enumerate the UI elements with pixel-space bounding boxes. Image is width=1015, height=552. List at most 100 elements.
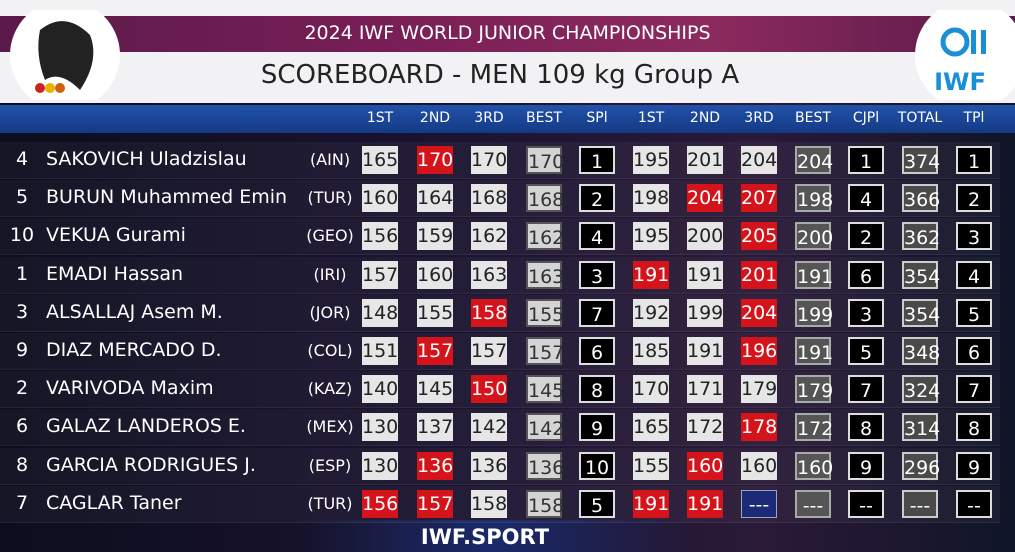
column-header: 1ST [637,110,665,126]
athlete-name: EMADI Hassan [46,262,184,285]
score-cell: 204 [687,184,723,213]
athlete-name: ALSALLAJ Asem M. [46,300,223,323]
score-cell: 162 [471,222,507,251]
score-cell: 2 [848,222,884,251]
event-strip [0,16,1015,52]
score-cell: 160 [687,451,723,480]
score-cell: 158 [526,489,564,518]
score-cell: 163 [471,260,507,289]
score-cell: 8 [956,413,992,442]
score-cell: 6 [956,337,992,365]
score-cell: -- [848,489,884,518]
score-cell: 207 [741,184,777,213]
score-cell: 10 [579,451,615,480]
score-cell: 157 [471,337,507,365]
score-cell: 204 [795,146,833,174]
score-cell: 157 [362,260,398,289]
score-cell: 191 [795,337,833,365]
score-cell: 366 [902,184,940,213]
score-cell: 160 [795,451,833,480]
score-cell: 170 [526,146,564,174]
score-cell: 160 [417,260,453,289]
column-header: TOTAL [897,110,943,126]
score-cell: 198 [795,184,833,213]
score-cell: 155 [526,298,564,327]
score-cell: --- [795,489,831,518]
score-cell: 136 [526,451,564,480]
nation: (AIN) [309,150,351,169]
column-header: BEST [795,110,831,126]
score-cell: 200 [687,222,723,251]
left-logo [10,10,120,100]
score-cell: 8 [848,413,884,442]
score-cell: 142 [471,413,507,442]
athlete-name: BURUN Muhammed Emin [46,186,288,209]
score-cell: 191 [687,260,723,289]
score-cell: 324 [902,375,940,404]
start-number: 8 [15,453,29,476]
nation: (MEX) [306,417,354,437]
score-cell: 160 [741,451,777,480]
nation: (IRI) [313,264,347,284]
score-cell: 157 [417,489,453,518]
score-cell: 145 [526,375,564,404]
score-cell: 9 [579,413,615,442]
score-cell: 130 [362,413,398,442]
score-cell: 204 [741,146,777,174]
title: SCOREBOARD - MEN 109 kg Group A [260,60,740,90]
score-cell: 5 [848,337,884,365]
score-cell: 1 [579,146,615,174]
start-number: 1 [15,262,29,285]
column-header: 3RD [474,110,504,126]
logo-text: IWF [934,68,986,96]
score-cell: 191 [687,489,723,518]
score-cell: 4 [848,184,884,213]
score-cell: 2 [579,184,615,213]
score-cell: --- [741,489,777,518]
score-cell: 158 [471,489,507,518]
nation: (COL) [307,341,353,360]
nation: (JOR) [309,302,351,322]
column-bar [0,105,1015,133]
score-cell: 158 [471,298,507,327]
athlete-name: GARCIA RODRIGUES J. [46,453,256,476]
score-cell: 4 [579,222,615,251]
score-cell: 170 [417,146,453,174]
score-cell: 9 [956,451,992,480]
score-cell: 170 [633,375,669,404]
column-header: 1ST [366,110,394,126]
score-cell: 136 [471,451,507,480]
score-cell: 162 [526,222,564,251]
score-cell: 196 [741,337,777,365]
score-cell: 164 [417,184,453,213]
column-header: TPl [963,110,985,126]
score-cell: 157 [526,337,564,365]
score-cell: 3 [956,222,992,251]
event-name: 2024 IWF WORLD JUNIOR CHAMPIONSHIPS [304,22,711,44]
score-cell: --- [902,489,938,518]
score-cell: 314 [902,413,940,442]
column-header: CJPl [852,110,880,126]
score-cell: 191 [687,337,723,365]
athlete-name: SAKOVICH Uladzislau [46,148,247,170]
score-cell: 354 [902,298,940,327]
score-cell: 199 [795,298,833,327]
score-cell: 145 [417,375,453,404]
score-cell: 160 [362,184,398,213]
score-cell: 191 [633,260,669,289]
score-cell: 171 [687,375,723,404]
score-cell: 5 [956,298,992,327]
score-cell: 296 [902,451,940,480]
score-cell: 151 [362,337,398,365]
athlete-name: VEKUA Gurami [46,224,186,247]
score-cell: 362 [902,222,940,251]
score-cell: 201 [687,146,723,174]
athlete-name: CAGLAR Taner [46,491,182,514]
start-number: 2 [15,377,29,400]
start-number: 5 [15,186,29,209]
athlete-name: GALAZ LANDEROS E. [46,415,246,438]
score-cell: 191 [633,489,669,518]
right-logo: IWF [915,10,1015,100]
column-header: BEST [526,110,562,126]
